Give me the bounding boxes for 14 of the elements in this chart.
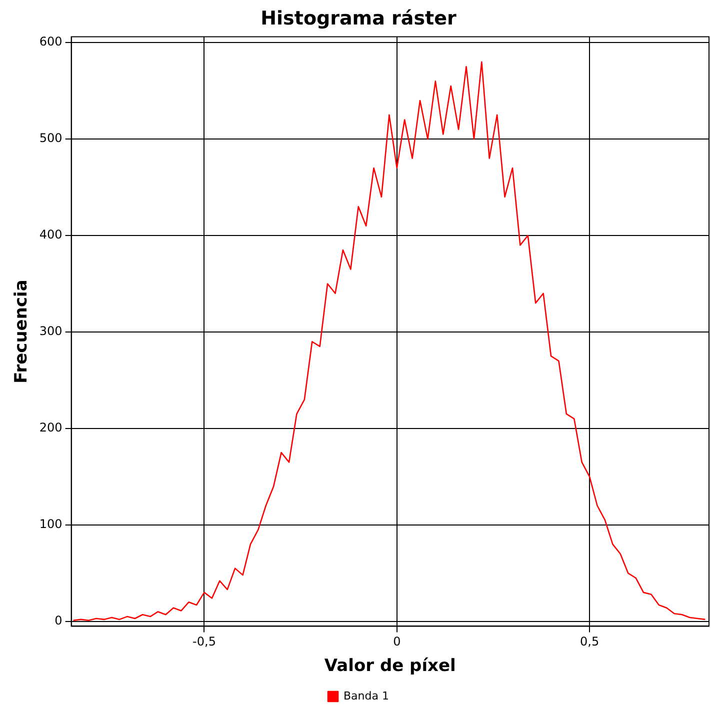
x-tick-label: 0	[393, 634, 401, 649]
y-tick-label: 200	[39, 420, 62, 435]
y-axis-title: Frecuencia	[12, 280, 32, 384]
y-tick-label: 0	[54, 614, 62, 628]
y-tick-label: 300	[39, 324, 62, 338]
y-tick-label: 500	[39, 131, 62, 146]
y-tick-label: 600	[39, 34, 62, 49]
x-tick-label: -0,5	[192, 634, 216, 649]
y-tick-label: 100	[39, 517, 62, 532]
chart-title: Histograma ráster	[260, 7, 457, 30]
legend-label: Banda 1	[344, 689, 389, 702]
x-tick-label: 0,5	[580, 634, 600, 649]
x-axis-title: Valor de píxel	[324, 656, 456, 676]
y-tick-label: 400	[39, 228, 62, 242]
